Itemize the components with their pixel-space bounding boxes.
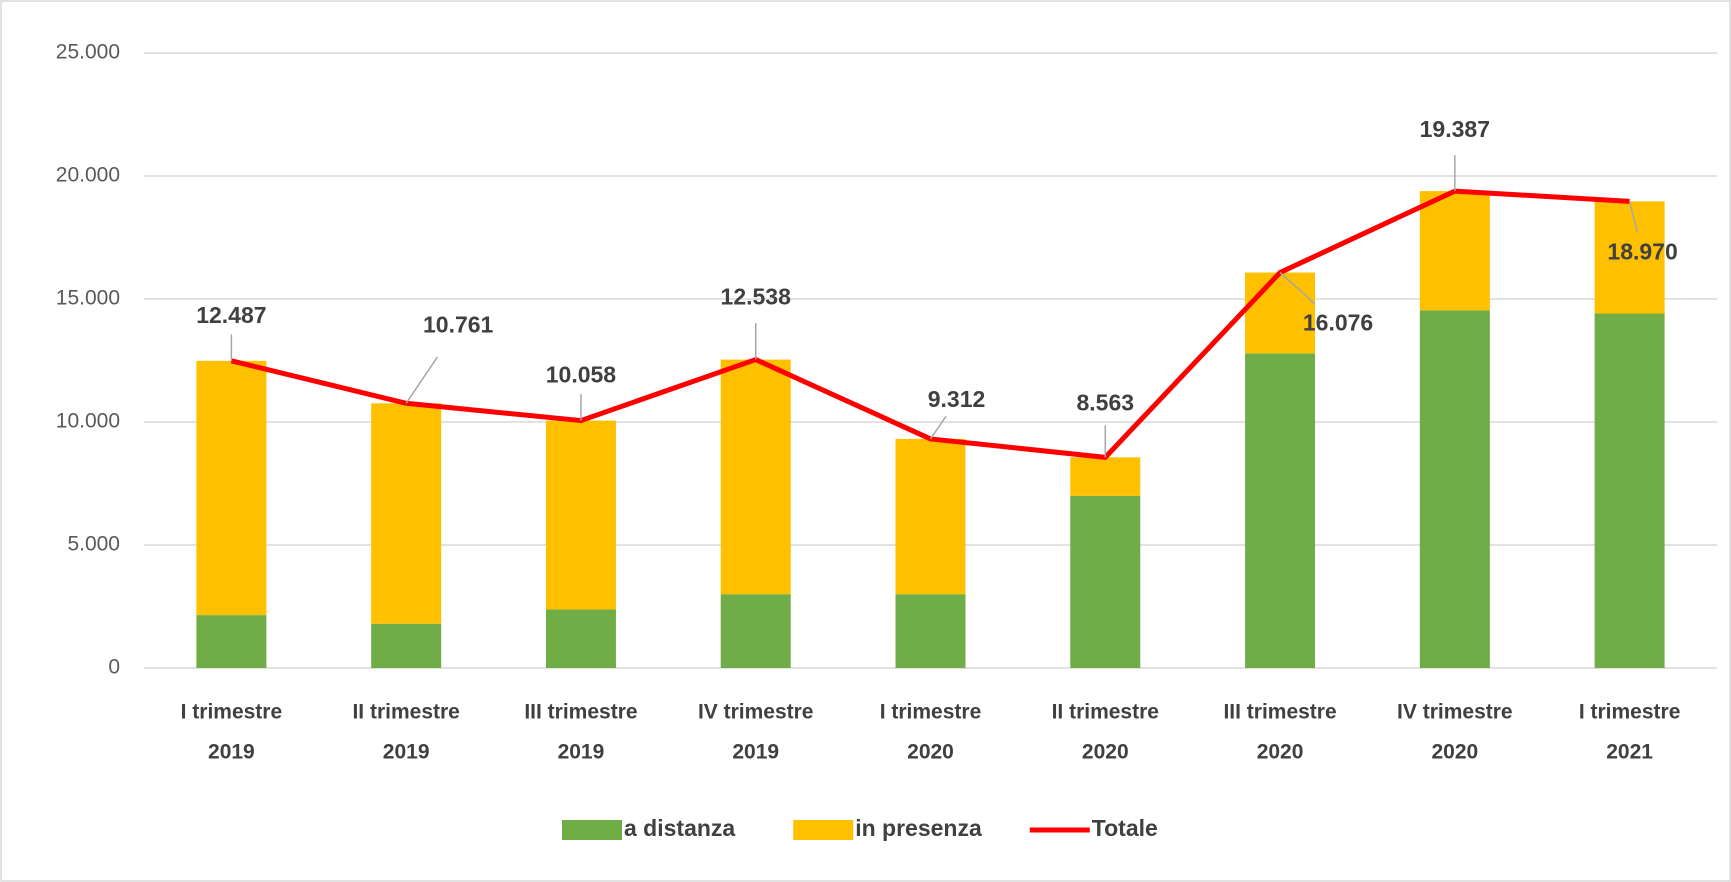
leader-line <box>929 415 947 440</box>
bar <box>1419 310 1490 668</box>
legend-label: in presenza <box>855 815 982 841</box>
y-tick-label: 5.000 <box>67 533 120 556</box>
y-tick-label: 10.000 <box>56 410 120 433</box>
x-tick-label: II trimestre <box>1052 701 1159 724</box>
bar <box>895 438 966 595</box>
leader-line <box>1279 271 1316 305</box>
legend-swatch <box>562 820 622 840</box>
bar <box>1245 353 1316 668</box>
data-label: 9.312 <box>928 386 986 412</box>
x-tick-label: 2019 <box>732 741 779 764</box>
x-tick-label: I trimestre <box>181 701 283 724</box>
leader-line <box>405 356 438 404</box>
bar <box>1245 272 1316 354</box>
y-tick-label: 25.000 <box>56 41 120 64</box>
y-tick-label: 0 <box>108 656 120 679</box>
bar <box>895 594 966 668</box>
bar <box>1070 495 1141 668</box>
bar <box>720 594 791 668</box>
data-label: 8.563 <box>1076 389 1134 415</box>
bar <box>196 360 267 616</box>
data-label: 12.538 <box>721 284 792 310</box>
legend: a distanza in presenza Totale <box>562 815 1158 841</box>
bar <box>1070 457 1141 496</box>
x-tick-label: I trimestre <box>1579 701 1681 724</box>
y-tick-label: 15.000 <box>56 287 120 310</box>
legend-label: a distanza <box>624 815 735 841</box>
data-label: 16.076 <box>1303 310 1373 336</box>
bar <box>1594 201 1665 314</box>
data-label: 10.058 <box>546 362 617 388</box>
legend-label: Totale <box>1092 815 1158 841</box>
x-tick-label: IV trimestre <box>698 701 814 724</box>
x-tick-label: 2019 <box>558 741 605 764</box>
x-tick-label: III trimestre <box>524 701 637 724</box>
bar <box>371 403 442 624</box>
x-tick-label: 2019 <box>383 741 430 764</box>
x-tick-label: II trimestre <box>352 701 459 724</box>
y-tick-label: 20.000 <box>56 164 120 187</box>
bar <box>196 615 267 668</box>
bar <box>371 623 442 668</box>
legend-swatch <box>793 820 854 840</box>
data-label: 18.970 <box>1607 238 1677 264</box>
data-label: 19.387 <box>1420 116 1490 142</box>
bar <box>545 420 616 610</box>
data-label: 10.761 <box>423 311 494 337</box>
x-tick-label: 2020 <box>1082 741 1129 764</box>
line <box>230 188 1630 460</box>
bar <box>545 609 616 668</box>
bar <box>720 359 791 595</box>
x-tick-label: 2020 <box>1257 741 1304 764</box>
x-tick-label: 2020 <box>1431 741 1478 764</box>
data-label: 12.487 <box>196 302 266 328</box>
leader-line <box>1628 201 1639 233</box>
x-tick-label: 2021 <box>1606 741 1653 764</box>
x-tick-label: III trimestre <box>1223 701 1336 724</box>
x-tick-label: 2019 <box>208 741 255 764</box>
x-tick-label: IV trimestre <box>1397 701 1513 724</box>
bar <box>1419 191 1490 311</box>
bar <box>1594 313 1665 668</box>
x-tick-label: I trimestre <box>880 701 982 724</box>
x-tick-label: 2020 <box>907 741 954 764</box>
